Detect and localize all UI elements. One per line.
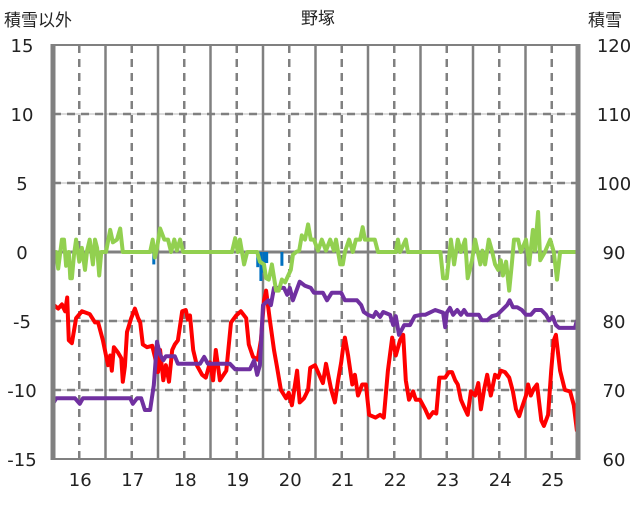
precip-bar [259, 252, 263, 281]
y-right-tick-label: 80 [603, 312, 626, 333]
series-layer [51, 210, 579, 432]
right-axis-title: 積雪 [588, 11, 622, 31]
x-tick-label: 16 [69, 470, 92, 491]
purple-series-line [51, 279, 579, 412]
x-tick-label: 25 [541, 470, 564, 491]
red-series-line [51, 288, 579, 432]
y-right-tick-label: 60 [603, 450, 626, 471]
plot-frame [50, 44, 581, 460]
left-axis-title: 積雪以外 [4, 11, 72, 31]
y-left-tick-label: -10 [7, 381, 36, 402]
x-tick-label: 21 [331, 470, 354, 491]
x-tick-label: 18 [174, 470, 197, 491]
y-left-tick-label: 10 [11, 105, 34, 126]
y-left-tick-label: 15 [11, 36, 34, 57]
y-left-tick-label: 0 [16, 243, 27, 264]
y-right-tick-label: 110 [597, 105, 631, 126]
tick-labels: 15 10 5 0 -5 -10 -15 120 110 100 90 80 70 60 16 17 18 19 2… [7, 36, 631, 491]
x-tick-label: 24 [489, 470, 512, 491]
y-left-tick-label: -15 [7, 450, 36, 471]
x-tick-label: 19 [226, 470, 249, 491]
precip-bar [280, 252, 284, 266]
x-tick-label: 22 [384, 470, 407, 491]
chart-title: 野塚 [301, 9, 335, 29]
y-left-tick-label: -5 [13, 312, 31, 333]
y-right-tick-label: 90 [603, 243, 626, 264]
y-right-tick-label: 100 [597, 174, 631, 195]
y-right-tick-label: 70 [603, 381, 626, 402]
x-tick-label: 20 [279, 470, 302, 491]
x-tick-label: 23 [436, 470, 459, 491]
y-right-tick-label: 120 [597, 36, 631, 57]
x-tick-label: 17 [121, 470, 144, 491]
precip-bar [265, 252, 269, 264]
green-series-line [51, 210, 578, 293]
y-left-tick-label: 5 [16, 174, 27, 195]
